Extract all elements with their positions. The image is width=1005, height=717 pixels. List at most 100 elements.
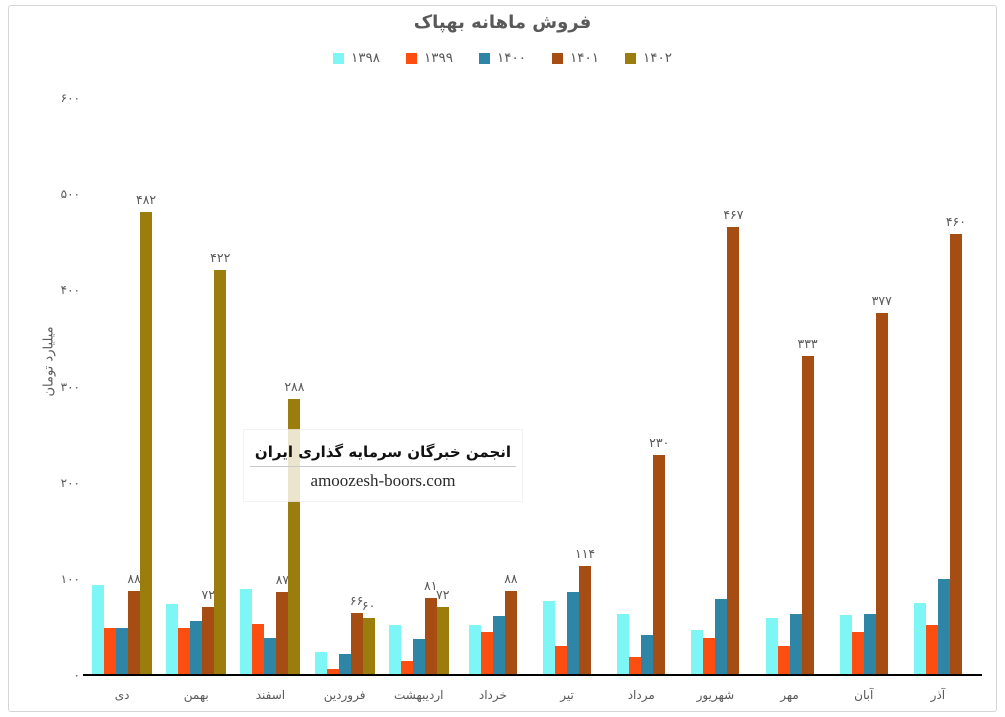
bar-1400-9 (715, 599, 728, 676)
bar-1398-10 (765, 618, 778, 676)
x-tick-label: آبان (854, 688, 874, 702)
legend-label: ۱۳۹۹ (423, 50, 453, 66)
y-tick-label: ۵۰۰ (60, 187, 80, 202)
bar-1401-4 (350, 612, 363, 676)
bar-1398-7 (543, 600, 556, 676)
legend-item-1399: ۱۳۹۹ (405, 50, 453, 66)
bar-1401-5 (424, 598, 437, 676)
bar-1402-4 (362, 618, 375, 676)
bar-value-label: ۲۳۰ (649, 434, 670, 450)
x-tick-label: بهمن (183, 688, 209, 702)
bar-1400-5 (412, 639, 425, 676)
bar-value-label: ۴۶۷ (723, 206, 744, 222)
x-tick-label: شهریور (696, 688, 735, 702)
bar-1399-8 (629, 656, 642, 676)
legend-swatch (625, 52, 637, 64)
legend-swatch (478, 52, 490, 64)
bar-value-label: ۸۸ (127, 571, 141, 587)
bar-value-label: ۷۲ (436, 586, 450, 602)
bar-1399-11 (851, 631, 864, 676)
legend-label: ۱۴۰۱ (570, 50, 600, 66)
bar-value-label: ۴۲۲ (210, 250, 231, 266)
bar-value-label: ۳۳۳ (797, 335, 818, 351)
watermark: انجمن خبرگان سرمایه گذاری ایران amoozesh… (243, 429, 523, 502)
bar-1399-5 (400, 660, 413, 676)
legend-label: ۱۴۰۰ (496, 50, 526, 66)
y-tick-label: ۱۰۰ (60, 571, 80, 586)
bar-value-label: ۴۶۰ (945, 213, 966, 229)
bar-1400-3 (264, 637, 277, 676)
bar-1400-1 (116, 627, 129, 676)
bar-1398-8 (617, 614, 630, 676)
bar-1401-1 (128, 591, 141, 676)
bar-1398-11 (839, 615, 852, 676)
x-tick-label: اسفند (255, 688, 286, 702)
legend-swatch (405, 52, 417, 64)
bar-1398-5 (388, 625, 401, 676)
chart-frame (8, 5, 997, 712)
legend-swatch (332, 52, 344, 64)
legend-label: ۱۴۰۲ (643, 50, 673, 66)
legend-label: ۱۳۹۸ (350, 50, 380, 66)
watermark-divider (250, 465, 516, 467)
bar-1402-2 (214, 270, 227, 676)
bar-value-label: ۸۷ (275, 572, 290, 588)
bar-value-label: ۱۱۴ (575, 546, 596, 562)
x-tick-label: تیر (560, 688, 574, 702)
bar-1400-10 (789, 614, 802, 676)
bar-1401-8 (653, 454, 666, 676)
bar-1398-12 (913, 602, 926, 676)
bar-1399-9 (703, 637, 716, 676)
x-axis-line (83, 674, 982, 676)
x-tick-label: خرداد (478, 688, 507, 702)
legend: ۱۳۹۸ ۱۳۹۹ ۱۴۰۰ ۱۴۰۱ ۱۴۰۲ (0, 50, 1005, 66)
y-tick-label: ۰ (73, 668, 80, 682)
bar-1398-2 (166, 603, 179, 676)
bar-1399-10 (777, 646, 790, 676)
chart-title: فروش ماهانه بهپاک (413, 12, 592, 33)
watermark-text: انجمن خبرگان سرمایه گذاری ایران (254, 442, 512, 461)
legend-swatch (552, 52, 563, 64)
bar-1401-12 (949, 233, 962, 676)
bar-1402-1 (140, 212, 153, 676)
bar-value-label: ۶۰ (361, 598, 376, 614)
y-tick-label: ۳۰۰ (60, 379, 80, 394)
bar-value-label: ۴۸۲ (136, 192, 157, 208)
bar-1398-6 (468, 625, 481, 676)
y-tick-label: ۲۰۰ (60, 475, 80, 490)
legend-item-1402: ۱۴۰۲ (625, 50, 672, 66)
bar-1398-9 (691, 629, 704, 676)
bar-1398-1 (92, 584, 105, 676)
x-tick-label: آذر (930, 688, 946, 702)
bar-value-label: ۸۱ (424, 578, 438, 594)
bar-1402-5 (436, 606, 449, 676)
bar-1400-6 (492, 616, 505, 676)
bar-1399-2 (178, 627, 191, 676)
x-tick-label: دی (114, 688, 130, 702)
y-tick-label: ۶۰۰ (60, 91, 80, 105)
bar-1401-10 (801, 355, 814, 676)
x-tick-label: مهر (780, 688, 799, 702)
x-tick-label: اردیبهشت (394, 688, 444, 702)
bar-1401-2 (202, 606, 215, 676)
bar-1400-12 (937, 578, 950, 676)
bar-1398-3 (240, 589, 253, 676)
bar-1399-4 (326, 669, 339, 676)
bar-1400-8 (641, 634, 654, 676)
bar-1401-11 (875, 313, 888, 676)
x-tick-label: فروردین (323, 688, 366, 702)
bar-value-label: ۶۶ (349, 592, 364, 608)
bar-value-label: ۳۷۷ (871, 293, 892, 309)
bar-value-label: ۲۸۸ (284, 379, 305, 395)
bar-1401-7 (579, 566, 592, 676)
bar-1400-2 (190, 621, 203, 676)
bar-value-label: ۷۲ (201, 586, 215, 602)
watermark-url: amoozesh-boors.com (310, 470, 456, 490)
bar-1399-3 (252, 624, 265, 676)
bar-1399-7 (555, 646, 568, 676)
bar-value-label: ۸۸ (504, 571, 518, 587)
bar-1398-4 (314, 651, 327, 676)
legend-item-1401: ۱۴۰۱ (552, 50, 599, 66)
bar-1399-1 (104, 627, 117, 676)
